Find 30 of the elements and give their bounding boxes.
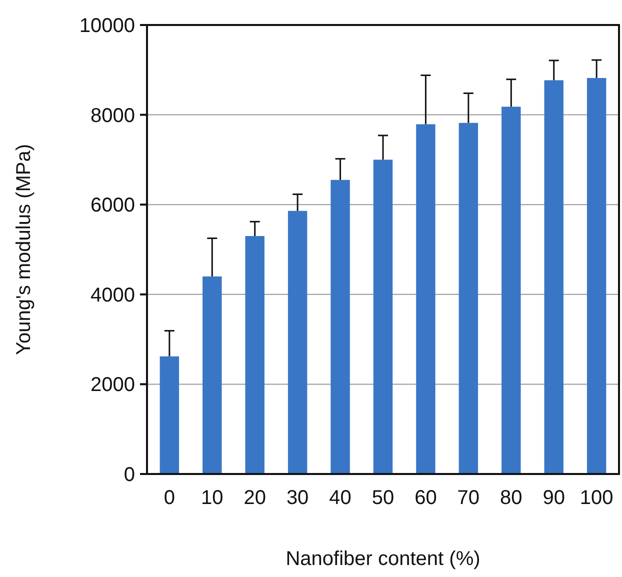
x-axis-title: Nanofiber content (%) <box>286 548 480 570</box>
y-axis-title: Young's modulus (MPa) <box>13 144 35 355</box>
x-tick-label: 40 <box>329 487 352 509</box>
bar <box>202 276 222 474</box>
x-tick-label: 90 <box>542 487 565 509</box>
x-tick-label: 100 <box>580 487 614 509</box>
y-tick-label: 4000 <box>90 284 135 306</box>
y-tick-label: 0 <box>124 464 135 486</box>
bar <box>373 160 393 474</box>
x-tick-label: 20 <box>244 487 266 509</box>
bar <box>288 210 308 474</box>
y-tick-label: 8000 <box>90 104 135 127</box>
bar <box>458 122 478 474</box>
x-tick-label: 50 <box>372 487 394 509</box>
x-tick-label: 30 <box>286 487 309 509</box>
x-tick-label: 60 <box>414 487 437 509</box>
bar <box>245 236 264 474</box>
bar <box>416 124 436 474</box>
y-tick-label: 6000 <box>90 194 135 217</box>
y-tick-label: 2000 <box>90 374 135 396</box>
bar <box>330 180 350 474</box>
x-tick-label: 0 <box>164 487 175 509</box>
x-tick-label: 80 <box>500 487 522 509</box>
x-tick-label: 70 <box>457 487 480 509</box>
x-tick-label: 10 <box>201 487 224 509</box>
bar <box>544 80 564 474</box>
bar <box>502 106 521 474</box>
y-tick-label: 10000 <box>79 15 135 37</box>
bar <box>160 356 180 474</box>
bar <box>586 78 606 474</box>
